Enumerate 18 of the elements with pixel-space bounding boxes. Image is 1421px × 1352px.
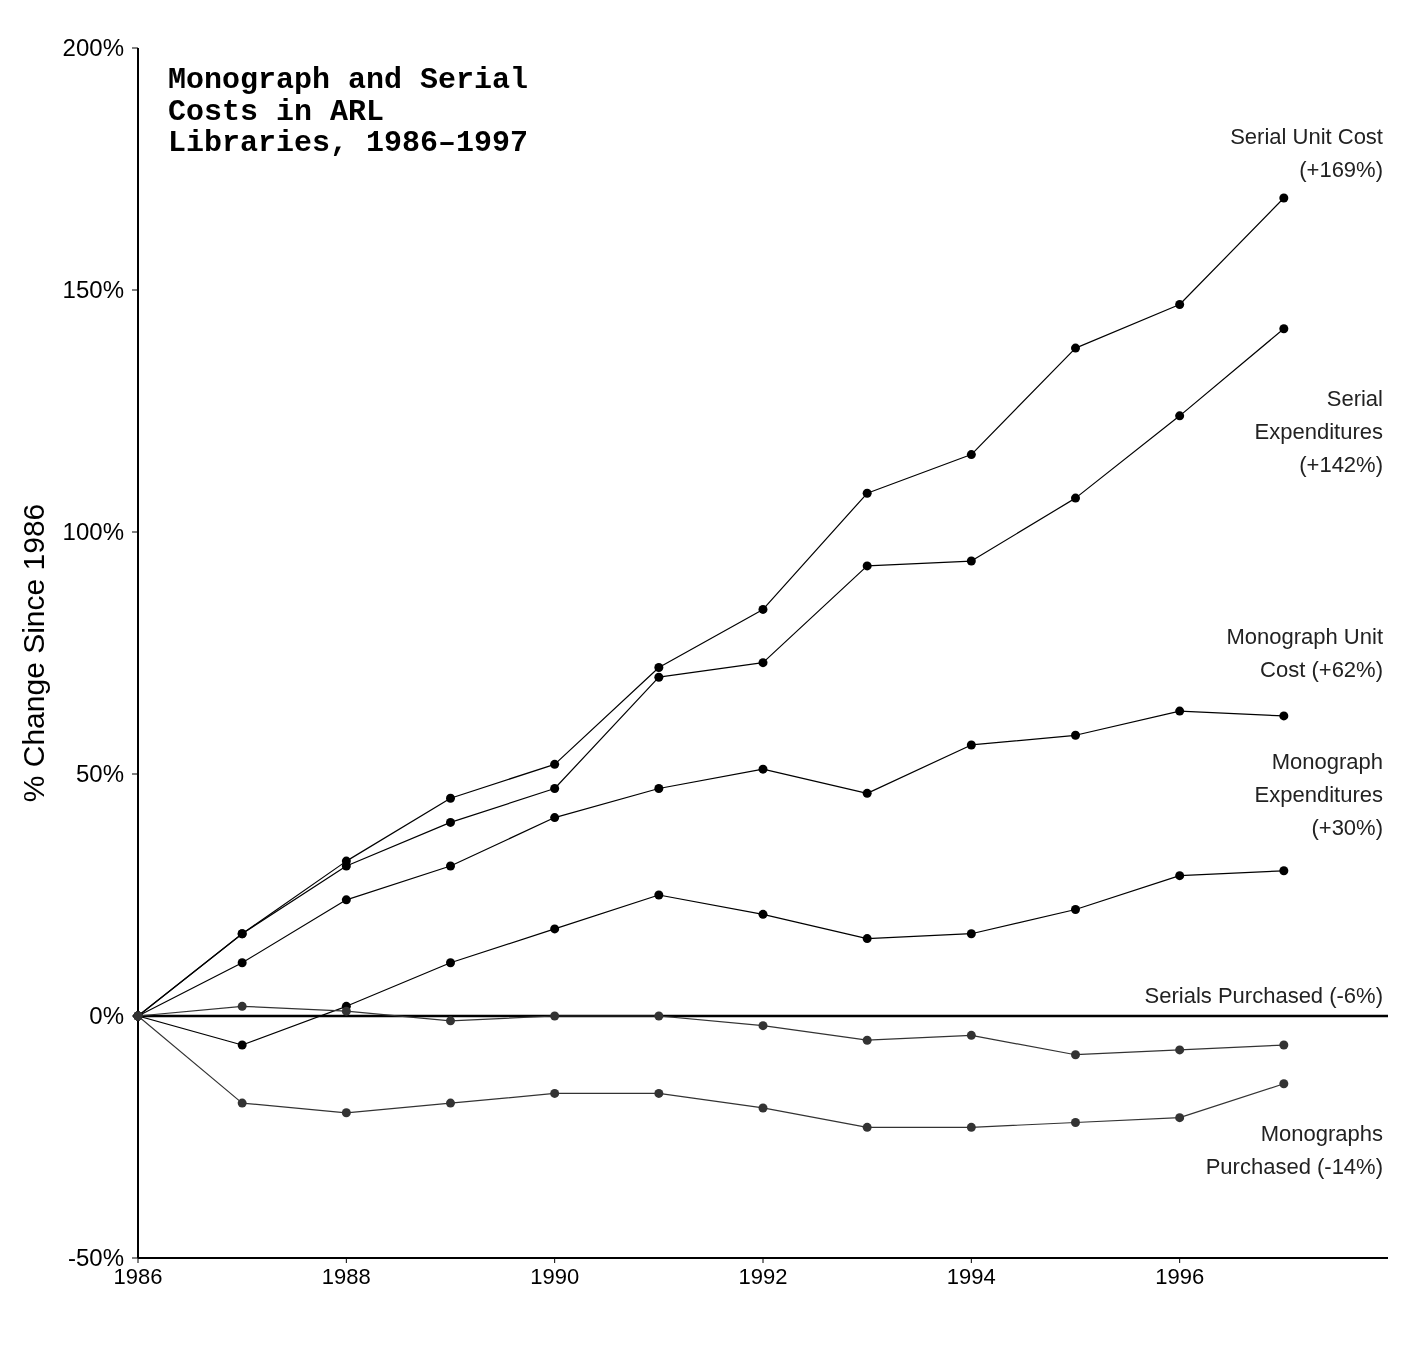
- x-tick-label: 1994: [946, 1264, 996, 1289]
- y-tick-label: 150%: [62, 276, 124, 304]
- y-tick-label: 200%: [62, 34, 124, 62]
- y-tick-label: 100%: [62, 518, 124, 546]
- y-tick-label: 50%: [75, 760, 124, 788]
- series-label: Monograph Unit Cost (+62%): [1226, 623, 1383, 682]
- x-tick-label: 1996: [1155, 1264, 1205, 1289]
- x-tick-label: 1990: [530, 1264, 580, 1289]
- x-tick-label: 1988: [321, 1264, 371, 1289]
- y-tick-label: 0%: [89, 1002, 124, 1030]
- text: Serial Unit Cost (+169%): [1230, 123, 1383, 182]
- series-label: Serial Expenditures (+142%): [1254, 386, 1383, 478]
- x-tick-label: 1992: [738, 1264, 788, 1289]
- y-axis-title: % Change Since 1986: [17, 503, 50, 803]
- series-label: Monographs Purchased (-14%): [1205, 1121, 1383, 1180]
- series-label: Monograph Expenditures (+30%): [1254, 748, 1383, 840]
- series-label: Serials Purchased (-6%): [1144, 982, 1383, 1008]
- text: Monograph and Serial Costs in ARL Libraries, 1986–1997: [168, 63, 529, 160]
